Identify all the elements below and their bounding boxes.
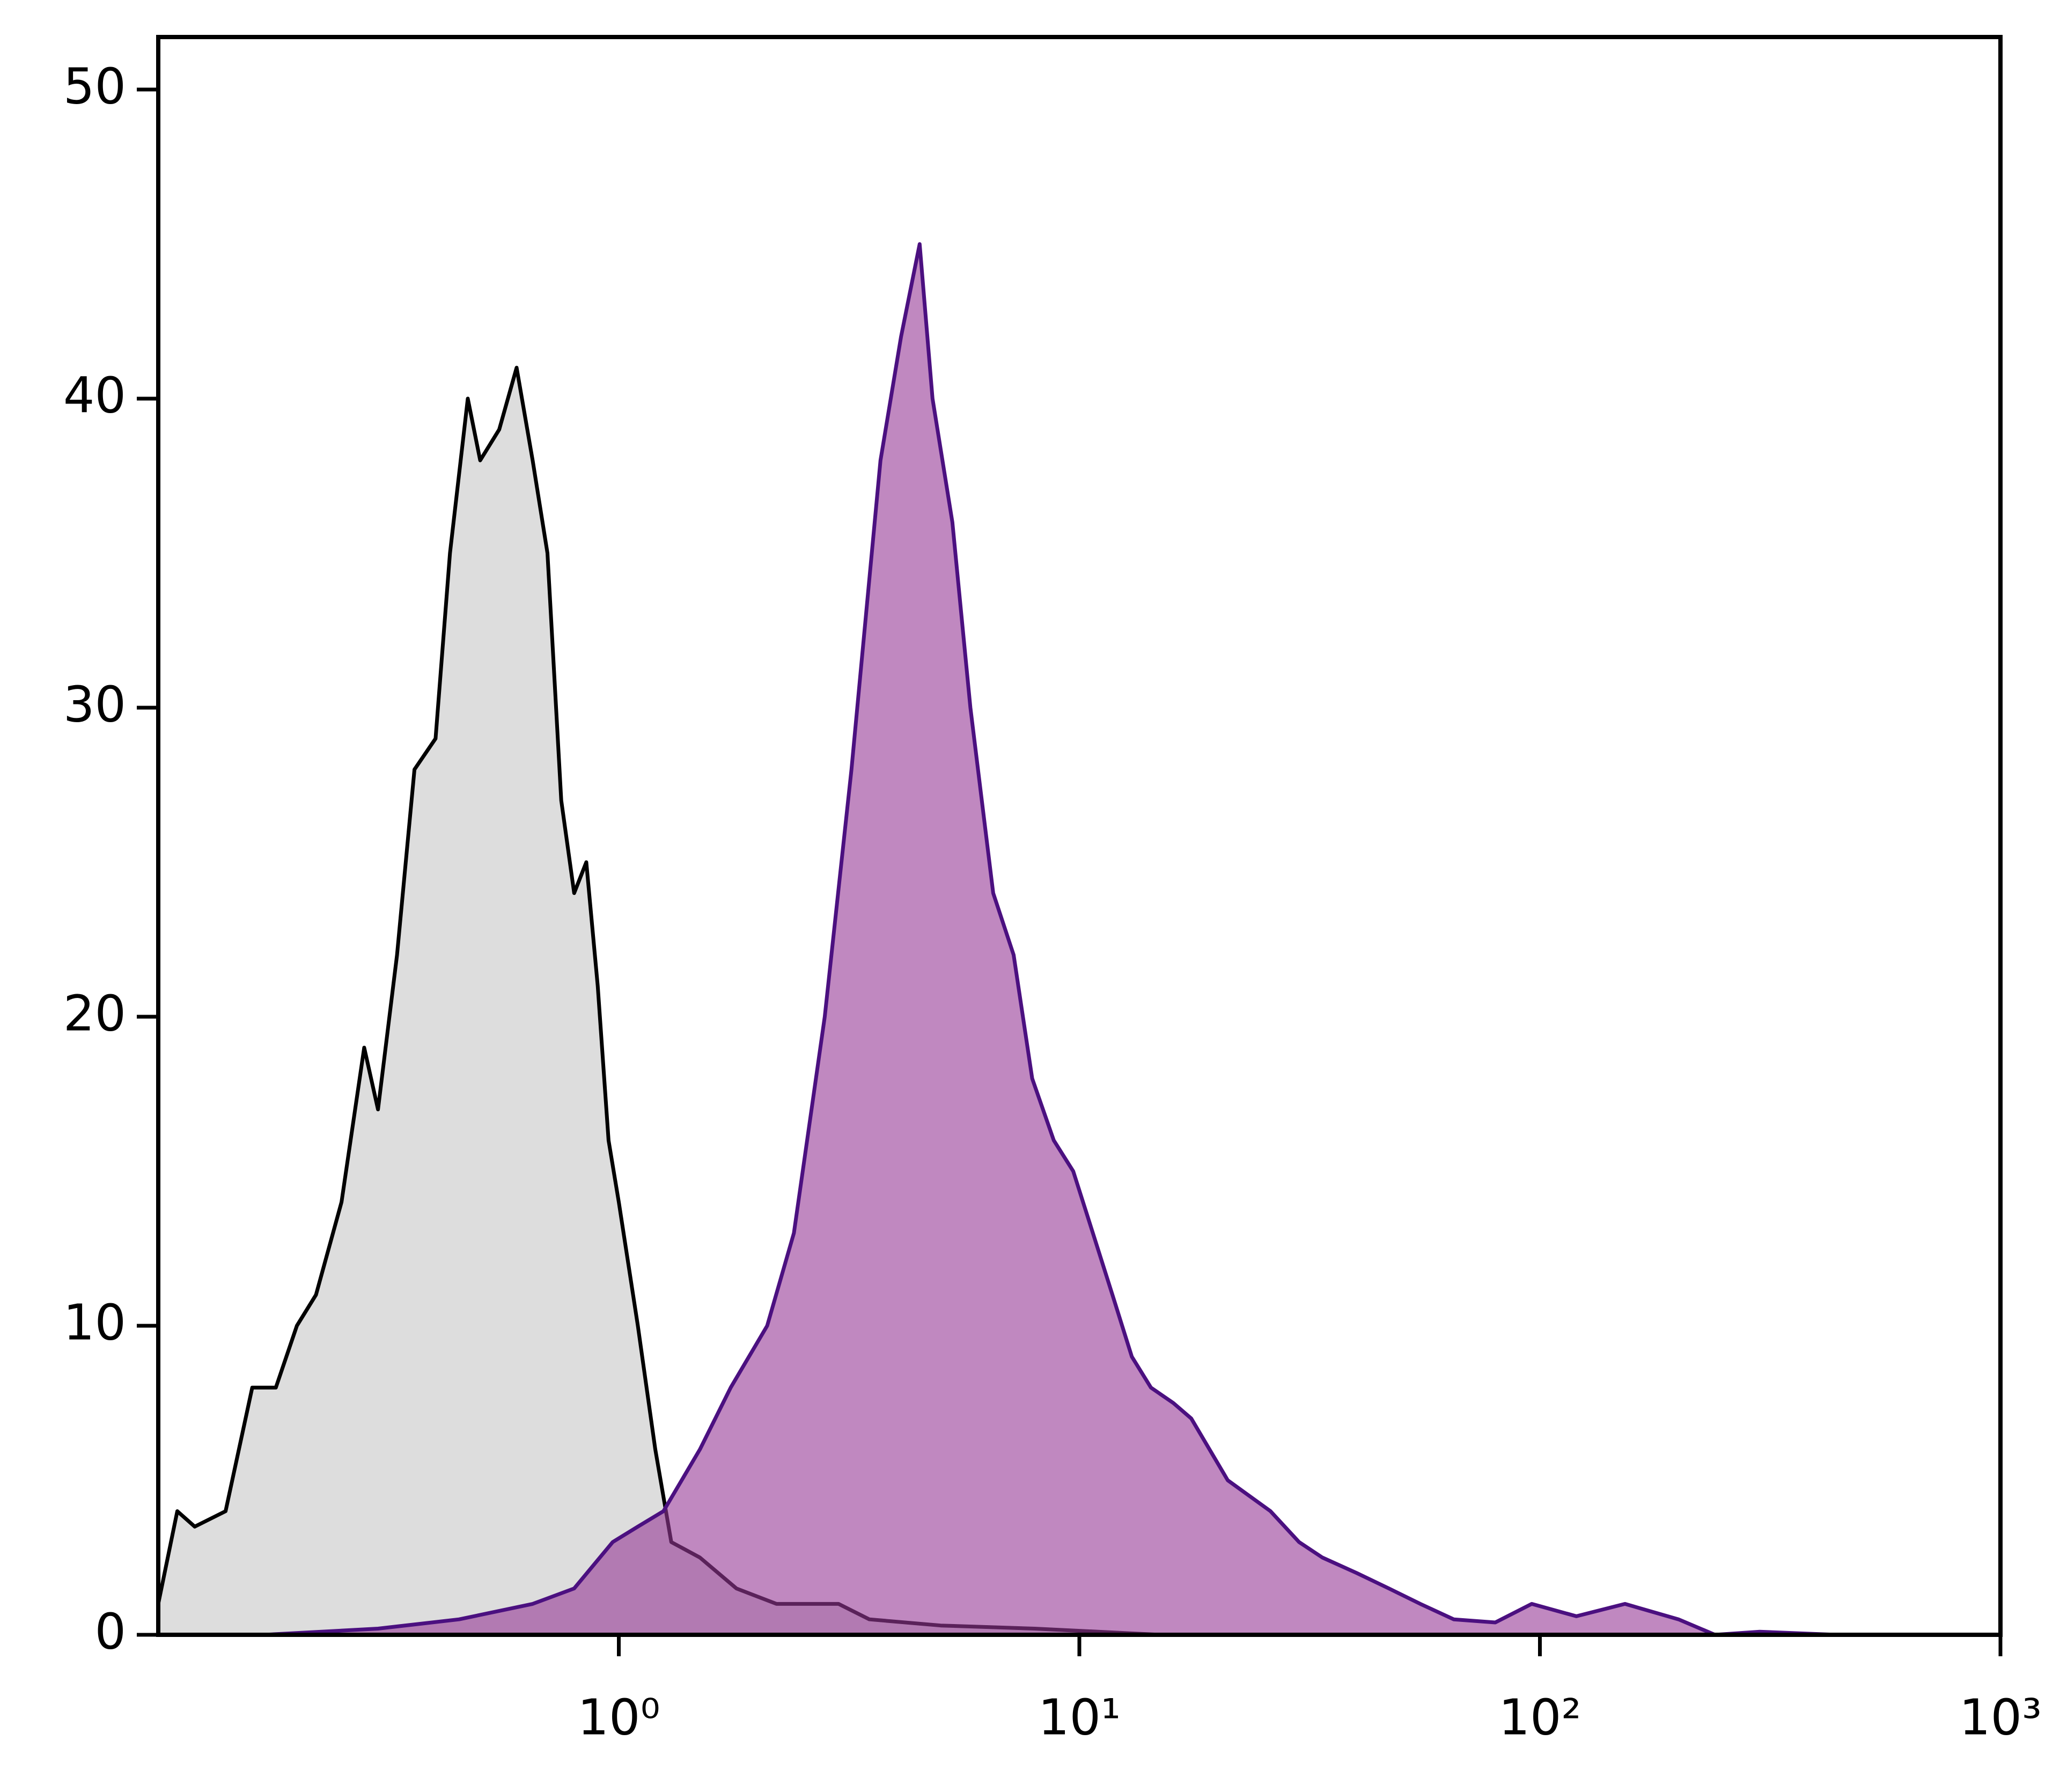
y-tick-label: 20 [63,985,126,1042]
y-tick-label: 50 [63,57,126,115]
y-tick-label: 0 [94,1603,126,1660]
y-tick-label: 30 [63,675,126,733]
y-tick-label: 40 [63,366,126,424]
y-tick-label: 10 [63,1294,126,1351]
x-tick-label: 10² [1499,1688,1581,1746]
x-tick-label: 10³ [1959,1688,2042,1746]
x-tick-label: 10¹ [1038,1688,1121,1746]
area-line [264,242,2000,1637]
area-fill [158,368,1161,1635]
x-tick-label: 10⁰ [578,1688,660,1746]
